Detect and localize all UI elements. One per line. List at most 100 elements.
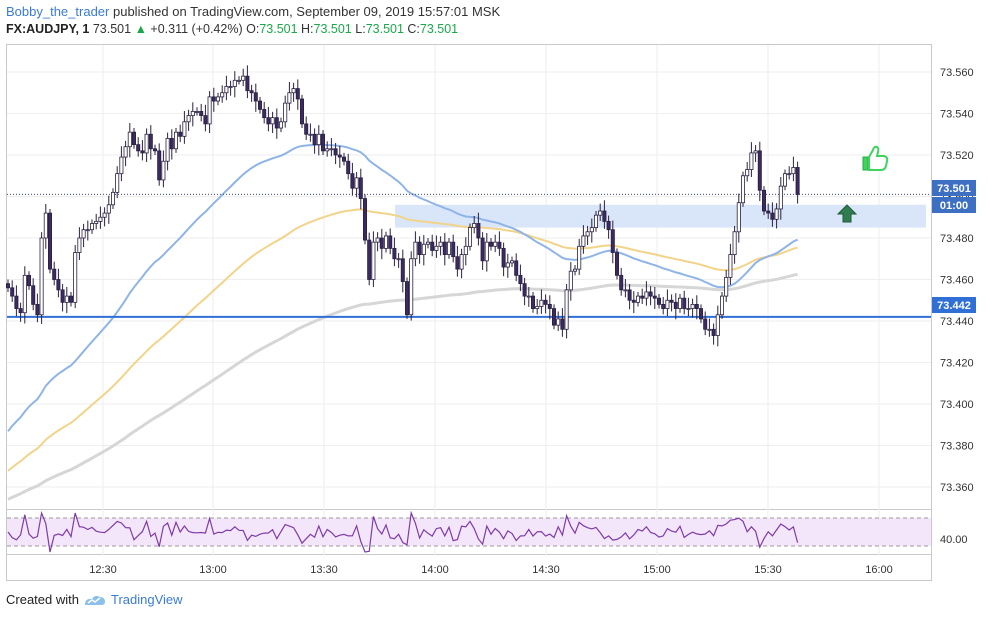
tradingview-brand-link[interactable]: TradingView: [110, 592, 183, 607]
candle: [346, 153, 351, 180]
candle: [682, 290, 687, 315]
candle: [85, 220, 90, 241]
candle: [308, 123, 313, 142]
created-with-text: Created with: [6, 592, 79, 607]
time-tick-label: 16:00: [865, 564, 893, 576]
candle: [497, 231, 502, 256]
candle: [39, 232, 44, 324]
candle: [568, 262, 573, 301]
candle: [404, 277, 409, 319]
candle: [434, 235, 439, 258]
time-axis[interactable]: 12:30 13:00 13:30 14:00 14:30 15:00 15:30 16:00: [89, 564, 893, 576]
candle: [610, 220, 615, 264]
time-tick-label: 13:00: [199, 564, 227, 576]
candle: [636, 291, 641, 307]
candle: [446, 238, 451, 259]
high-value: 73.501: [313, 22, 352, 36]
close-label: C:: [407, 22, 420, 36]
candle: [472, 216, 477, 234]
candle: [774, 203, 779, 229]
candle: [270, 111, 275, 134]
time-axis-frame: [6, 554, 932, 581]
price-tick-label: 73.380: [940, 441, 974, 453]
candle: [337, 145, 342, 168]
candle: [94, 213, 99, 230]
candle: [64, 286, 69, 314]
candle: [287, 81, 292, 111]
candle: [690, 298, 695, 318]
price-chart[interactable]: 73.56073.54073.52073.50073.48073.46073.4…: [0, 40, 988, 585]
candle: [657, 294, 662, 309]
candle: [400, 249, 405, 293]
candle: [379, 228, 384, 260]
candle: [581, 225, 586, 254]
candle: [77, 227, 82, 260]
publish-info: Bobby_the_trader published on TradingVie…: [6, 4, 500, 19]
candle: [480, 232, 485, 270]
candle: [31, 278, 36, 311]
candle: [518, 264, 523, 292]
candle: [459, 248, 464, 279]
candle: [648, 286, 653, 306]
candle: [703, 311, 708, 336]
price-tick-label: 73.420: [940, 358, 974, 370]
candle: [724, 269, 729, 302]
candle: [539, 289, 544, 314]
candle: [148, 125, 153, 160]
candle: [127, 123, 132, 158]
price-tick-label: 73.360: [940, 482, 974, 494]
time-tick-label: 13:30: [310, 564, 338, 576]
candle: [795, 161, 800, 204]
candle: [509, 256, 514, 268]
candle: [757, 141, 762, 202]
author-link[interactable]: Bobby_the_trader: [6, 4, 110, 19]
candles: [6, 65, 800, 347]
high-label: H:: [301, 22, 314, 36]
candle: [417, 236, 422, 264]
thumbs-up-icon: [862, 145, 889, 171]
candle: [661, 296, 666, 315]
symbol-label: FX:AUDJPY, 1: [6, 22, 90, 36]
candle: [749, 142, 754, 177]
candle: [543, 294, 548, 314]
candle: [245, 65, 250, 99]
candle: [787, 166, 792, 180]
candle: [644, 281, 649, 306]
candle: [173, 128, 178, 153]
candle: [35, 293, 40, 323]
candle: [169, 129, 174, 160]
candle: [98, 206, 103, 229]
candle: [467, 223, 472, 251]
candle: [522, 277, 527, 306]
candle: [745, 162, 750, 182]
candle: [236, 76, 241, 85]
candle: [425, 238, 430, 249]
candle: [594, 211, 599, 232]
candle: [783, 169, 788, 191]
price-axis[interactable]: 73.56073.54073.52073.50073.48073.46073.4…: [940, 67, 974, 494]
candle: [501, 242, 506, 277]
candle: [10, 280, 15, 302]
candle: [48, 208, 53, 274]
candle: [375, 232, 380, 252]
close-value: 73.501: [419, 22, 459, 36]
candle: [69, 291, 74, 307]
candle: [640, 288, 645, 304]
rsi-level-label: 40.00: [940, 534, 968, 546]
candle: [753, 145, 758, 163]
price-tick-label: 73.540: [940, 109, 974, 121]
candle: [619, 267, 624, 296]
candle: [295, 79, 300, 110]
candle: [577, 238, 582, 275]
svg-text:73.501: 73.501: [937, 183, 971, 195]
tradingview-logo-icon: [84, 595, 105, 605]
candle: [161, 150, 166, 188]
candle: [535, 299, 540, 315]
supply-zone-rect: [395, 204, 926, 228]
candle: [699, 304, 704, 324]
candle: [791, 156, 796, 182]
change-text: +0.311 (+0.42%): [150, 22, 243, 36]
candle: [623, 279, 628, 298]
candle: [232, 71, 237, 98]
low-label: L:: [355, 22, 366, 36]
